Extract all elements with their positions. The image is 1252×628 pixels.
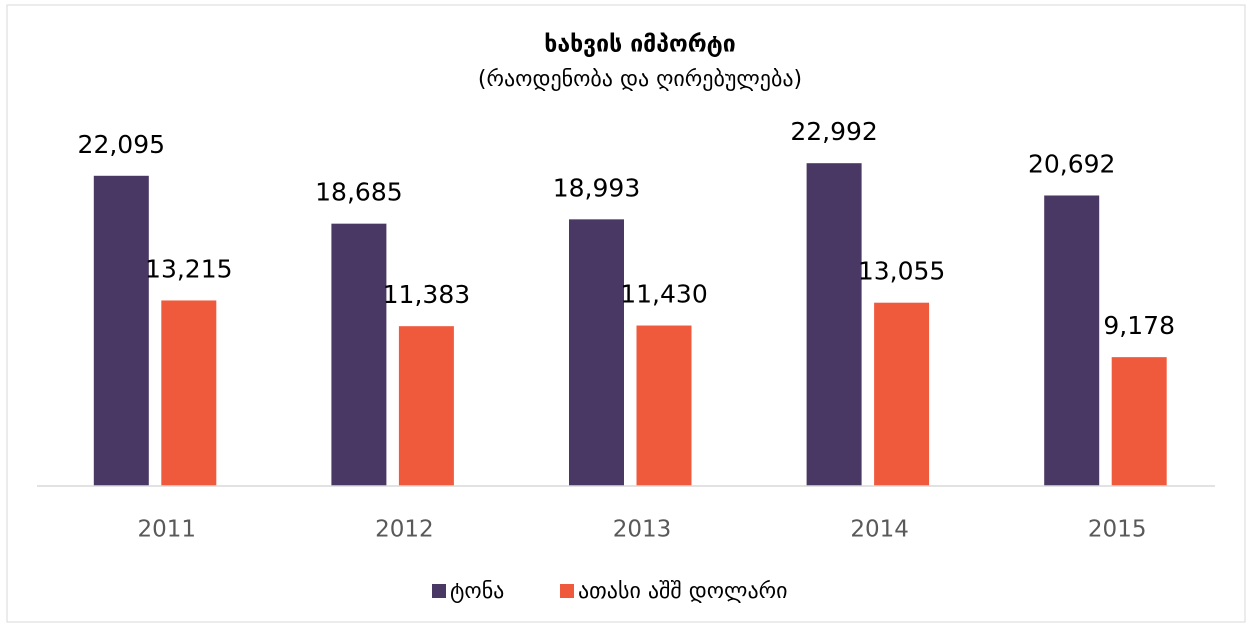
data-label: 18,685 (315, 178, 402, 207)
bar (331, 223, 387, 486)
bar (636, 325, 692, 486)
data-label: 13,215 (145, 254, 232, 283)
x-tick-label: 2015 (1088, 517, 1147, 543)
data-label: 18,993 (553, 173, 640, 202)
data-label: 11,383 (383, 280, 470, 309)
x-tick-label: 2014 (850, 517, 909, 543)
bar (161, 300, 217, 486)
bar (398, 326, 454, 486)
data-label: 11,430 (620, 280, 707, 309)
x-tick-label: 2012 (375, 517, 434, 543)
data-label: 20,692 (1028, 149, 1115, 178)
x-tick-label: 2013 (613, 517, 672, 543)
chart-title: ხახვის იმპორტი (544, 32, 735, 58)
x-tick-label: 2011 (138, 517, 197, 543)
data-label: 22,992 (790, 117, 877, 146)
chart-subtitle: (რაოდენობა და ღირებულება) (478, 67, 802, 92)
bar (93, 175, 149, 486)
bar (569, 219, 624, 486)
data-label: 9,178 (1103, 311, 1175, 340)
legend-swatch (560, 584, 574, 598)
data-label: 13,055 (858, 257, 945, 286)
bar (1111, 357, 1167, 486)
bar (874, 302, 930, 486)
legend-label: ათასი აშშ დოლარი (578, 579, 788, 604)
data-label: 22,095 (78, 130, 165, 159)
bar (806, 163, 862, 486)
legend-swatch (432, 584, 446, 598)
bar (1044, 195, 1100, 486)
legend-label: ტონა (450, 579, 504, 604)
